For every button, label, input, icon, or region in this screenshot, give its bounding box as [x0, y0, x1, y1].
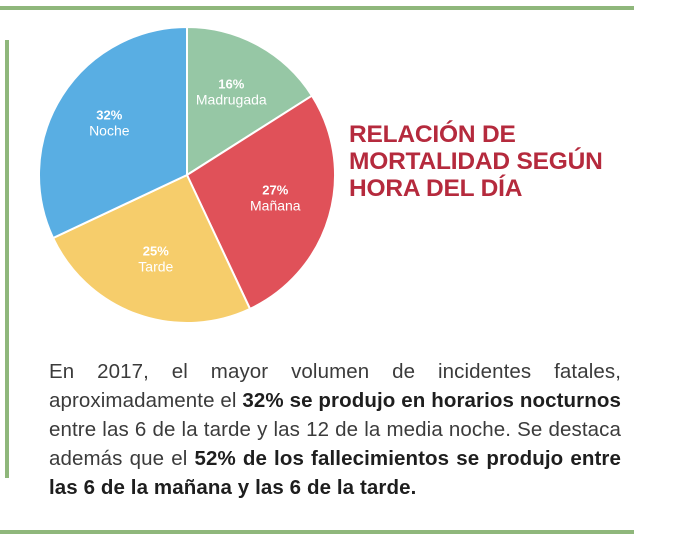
- left-divider: [5, 40, 9, 478]
- slice-percent-label: 16%: [218, 76, 244, 91]
- slice-category-label: Mañana: [250, 198, 301, 214]
- slice-percent-label: 25%: [143, 244, 169, 259]
- mortality-pie-chart: 16%Madrugada 27%Mañana 25%Tarde 32%Noche: [38, 25, 336, 324]
- slice-percent-label: 32%: [96, 108, 122, 123]
- pie-slice-madrugada: [186, 25, 314, 177]
- slice-category-label: Madrugada: [196, 91, 267, 107]
- paragraph-text-2: entre las 6 de la tarde y las 12 de la m…: [49, 417, 621, 470]
- bottom-divider: [0, 530, 634, 534]
- paragraph-highlight-2: 52% de los falleci­mientos se produjo en…: [49, 446, 622, 499]
- top-divider: [0, 6, 634, 10]
- paragraph-highlight-1: 32% se produjo en horarios nocturnos: [242, 388, 621, 412]
- chart-title: RELACIÓN DE MORTALIDAD SEGÚN HORA DEL DÍ…: [349, 121, 649, 202]
- pie-slice-manana: [185, 94, 336, 311]
- slice-percent-label: 27%: [262, 183, 288, 198]
- title-line-3: HORA DEL DÍA: [349, 175, 523, 202]
- slice-category-label: Noche: [89, 123, 130, 139]
- summary-paragraph: En 2017, el mayor volumen de incidentes …: [49, 357, 621, 502]
- pie-slice-noche: [38, 25, 188, 240]
- pie-slice-tarde: [51, 173, 252, 324]
- title-line-1: RELACIÓN DE: [349, 121, 516, 148]
- slice-category-label: Tarde: [138, 259, 173, 275]
- title-line-2: MORTALIDAD SEGÚN: [349, 148, 603, 175]
- paragraph-text-1: En 2017, el mayor volumen de incidentes …: [49, 359, 621, 412]
